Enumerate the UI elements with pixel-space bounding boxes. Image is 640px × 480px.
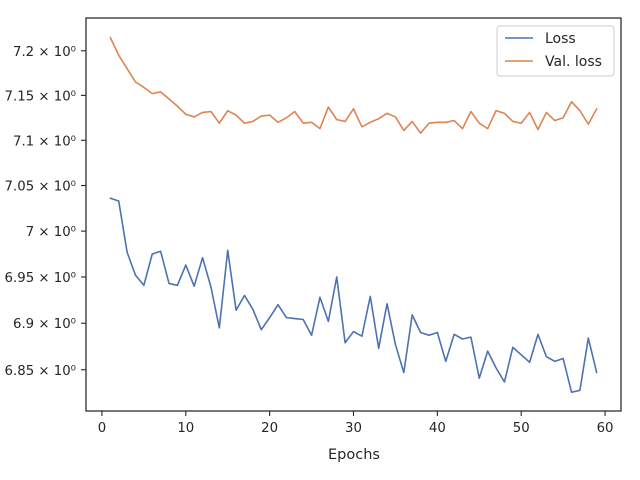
- x-tick-label: 10: [177, 421, 194, 436]
- y-tick-label: 7.1 × 10⁰: [13, 134, 76, 149]
- x-tick-label: 20: [261, 421, 278, 436]
- y-tick-label: 6.85 × 10⁰: [5, 364, 76, 379]
- y-tick-label: 7.05 × 10⁰: [5, 180, 76, 195]
- series-layer: [109, 36, 598, 394]
- x-tick-label: 40: [429, 421, 446, 436]
- y-tick-label: 6.95 × 10⁰: [5, 271, 76, 286]
- x-tick-label: 30: [345, 421, 362, 436]
- legend-label-loss: Loss: [545, 31, 576, 47]
- x-tick-label: 60: [597, 421, 614, 436]
- legend: Loss Val. loss: [496, 25, 615, 77]
- x-axis-label: Epochs: [328, 447, 380, 463]
- legend-label-val-loss: Val. loss: [545, 54, 602, 70]
- y-tick-label: 7.15 × 10⁰: [5, 89, 76, 104]
- series-line-loss: [109, 197, 598, 394]
- y-tick-label: 6.9 × 10⁰: [13, 317, 76, 332]
- y-tick-label: 7.2 × 10⁰: [13, 45, 76, 60]
- x-axis: 0 10 20 30 40 50 60: [98, 411, 614, 436]
- series-line-val-loss: [109, 36, 598, 134]
- y-axis: 6.85 × 10⁰ 6.9 × 10⁰ 6.95 × 10⁰ 7 × 10⁰ 7.05…: [5, 45, 86, 379]
- x-tick-label: 50: [513, 421, 530, 436]
- x-tick-label: 0: [98, 421, 106, 436]
- y-tick-label: 7 × 10⁰: [26, 225, 76, 240]
